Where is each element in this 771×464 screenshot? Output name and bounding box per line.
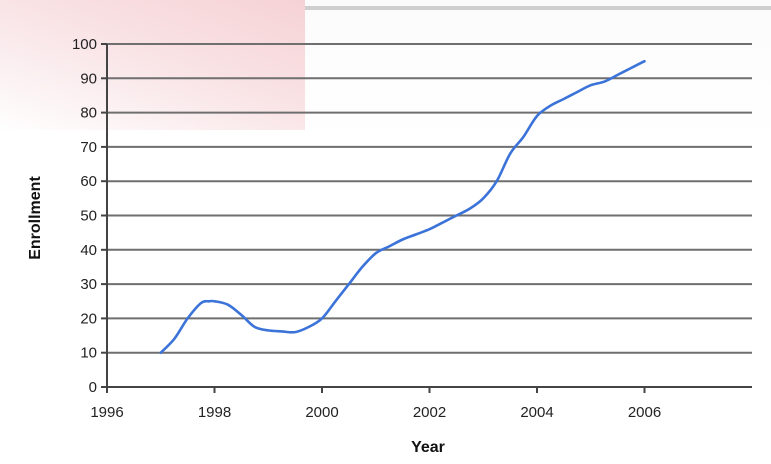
grid-lines <box>107 43 752 354</box>
y-tick-label-100: 100 <box>72 36 97 53</box>
y-tick-label-30: 30 <box>80 276 97 293</box>
y-tick-label-50: 50 <box>80 208 97 225</box>
top-border <box>305 6 771 10</box>
series-line-0 <box>159 59 646 354</box>
x-tick-label-1996: 1996 <box>90 404 123 421</box>
y-tick-label-40: 40 <box>80 242 97 259</box>
y-tick-label-90: 90 <box>80 70 97 87</box>
y-tick-label-10: 10 <box>80 345 97 362</box>
x-tick-label-2000: 2000 <box>305 404 338 421</box>
x-tick-label-2002: 2002 <box>413 404 446 421</box>
series <box>159 59 646 354</box>
y-tick-label-0: 0 <box>89 379 97 396</box>
tick-labels: 0 10 20 30 40 50 60 70 80 90 100 1996 1998 2000 2002 20… <box>72 36 661 421</box>
x-tick-label-2006: 2006 <box>628 404 661 421</box>
x-tick-label-2004: 2004 <box>520 404 553 421</box>
y-tick-label-20: 20 <box>80 310 97 327</box>
background-tint <box>0 0 305 130</box>
x-tick-label-1998: 1998 <box>198 404 231 421</box>
x-axis-title: Year <box>411 439 445 456</box>
y-tick-label-70: 70 <box>80 139 97 156</box>
y-tick-label-80: 80 <box>80 105 97 122</box>
y-tick-label-60: 60 <box>80 173 97 190</box>
axes <box>101 43 752 393</box>
y-axis-title: Enrollment <box>27 176 44 260</box>
